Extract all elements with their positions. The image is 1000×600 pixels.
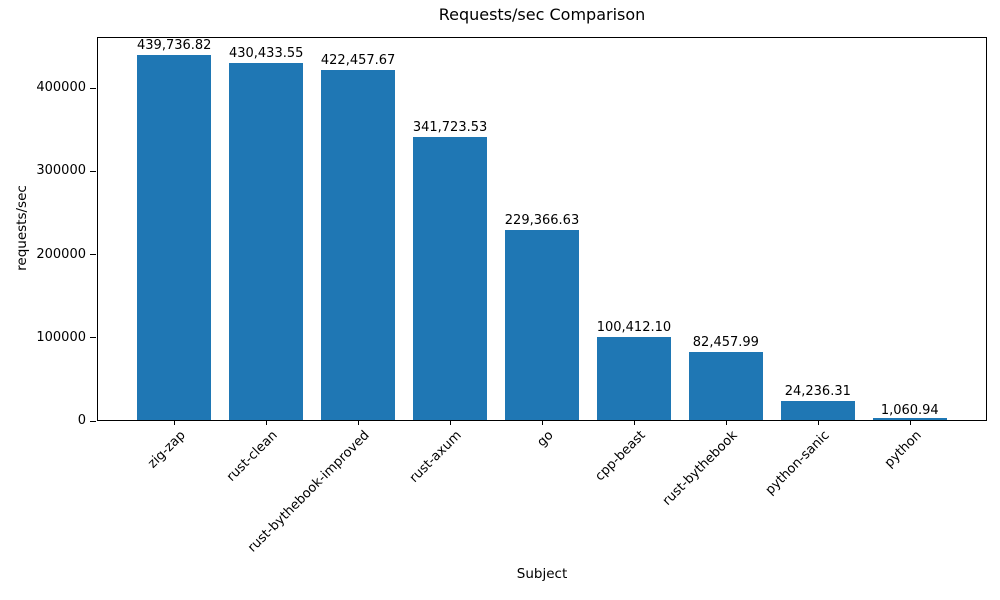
y-tick-label: 0	[77, 413, 86, 428]
x-tick	[542, 421, 543, 425]
bar	[781, 400, 855, 420]
y-tick	[90, 87, 96, 89]
x-tick	[358, 421, 360, 425]
y-tick	[90, 420, 96, 422]
y-tick	[90, 254, 96, 256]
y-tick-label: 100000	[36, 329, 86, 345]
bar	[229, 63, 303, 420]
x-tick	[266, 421, 268, 425]
bar-value-label: 229,366.63	[504, 213, 580, 229]
bar	[137, 55, 211, 420]
bar-value-label: 430,433.55	[228, 46, 304, 62]
x-axis-label: Subject	[516, 566, 568, 582]
chart-title: Requests/sec Comparison	[438, 5, 646, 24]
bar	[505, 230, 579, 420]
bar-value-label: 422,457.67	[320, 52, 396, 68]
bar	[872, 418, 947, 420]
bar-value-label: 1,060.94	[880, 403, 939, 419]
bar-value-label: 82,457.99	[692, 335, 759, 351]
y-tick-label: 400000	[36, 80, 86, 96]
y-tick-label: 200000	[36, 246, 86, 262]
x-tick	[633, 421, 635, 425]
bar	[321, 69, 395, 420]
y-tick-label: 300000	[36, 163, 86, 179]
bar	[413, 136, 487, 420]
bar-value-label: 439,736.82	[137, 38, 212, 54]
x-tick	[450, 421, 452, 425]
bar	[597, 337, 671, 420]
x-tick	[909, 421, 911, 425]
x-tick	[725, 421, 727, 425]
bar	[689, 352, 763, 420]
y-tick	[90, 337, 96, 339]
y-axis-label: requests/sec	[14, 185, 30, 271]
bar-value-label: 100,412.10	[596, 320, 672, 336]
x-tick	[817, 421, 819, 425]
bar-value-label: 24,236.31	[784, 383, 851, 399]
y-tick	[90, 170, 96, 172]
x-tick	[174, 421, 176, 425]
bar-value-label: 341,723.53	[412, 119, 488, 135]
